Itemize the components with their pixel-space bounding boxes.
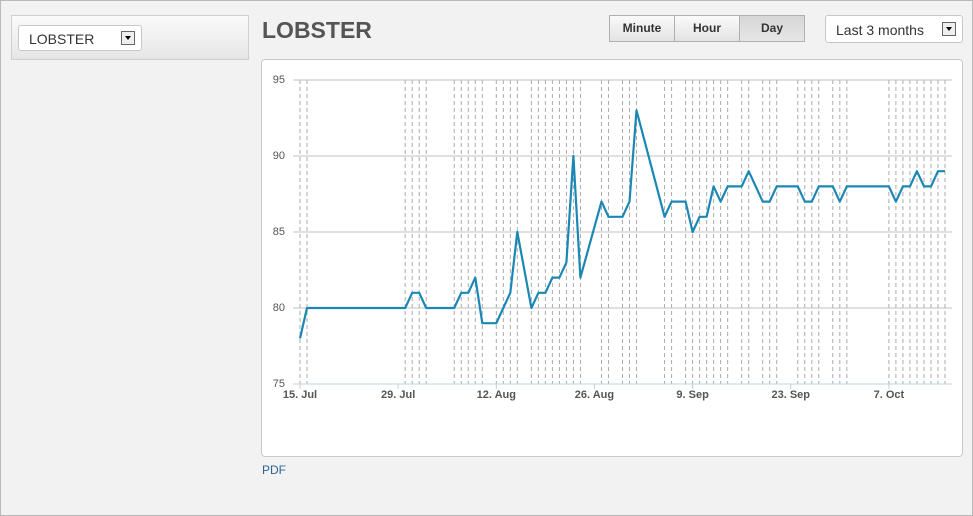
pdf-link[interactable]: PDF (262, 463, 286, 477)
button[interactable]: Day (740, 16, 804, 41)
chart-box: 75 80 85 90 95 15. Jul 29. Jul 12. Aug 26. Aug 9.… (261, 59, 963, 457)
chart: 75 80 85 90 95 15. Jul 29. Jul 12. Aug 26. Aug 9.… (273, 74, 952, 401)
y-tick-label: 95 (273, 74, 285, 86)
dropdown-arrow (121, 31, 135, 45)
x-tick-label: 29. Jul (381, 389, 415, 401)
button[interactable]: Minute (610, 16, 675, 41)
x-tick-label: 26. Aug (575, 389, 614, 401)
y-tick-label: 75 (273, 378, 285, 390)
symbol-select[interactable]: LOBSTER (18, 25, 142, 51)
dropdown-arrow (942, 22, 956, 36)
interval-buttons: Minute Hour Day (609, 15, 805, 42)
y-tick-label: 90 (273, 150, 285, 162)
y-tick-label: 85 (273, 226, 285, 238)
select-value: LOBSTER (29, 31, 95, 47)
range-select[interactable]: Last 3 months (825, 15, 963, 43)
line (298, 109, 945, 339)
button[interactable]: Hour (675, 16, 740, 41)
x-tick-label: 15. Jul (283, 389, 317, 401)
x-tick-label: 12. Aug (477, 389, 516, 401)
x-tick-label: 7. Oct (874, 389, 905, 401)
x-tick-label: 9. Sep (676, 389, 709, 401)
y-tick-label: 80 (273, 302, 285, 314)
x-tick-label: 23. Sep (771, 389, 810, 401)
select-value: Last 3 months (836, 22, 924, 38)
chart-title: LOBSTER (262, 17, 372, 43)
side-panel: LOBSTER (11, 15, 249, 60)
